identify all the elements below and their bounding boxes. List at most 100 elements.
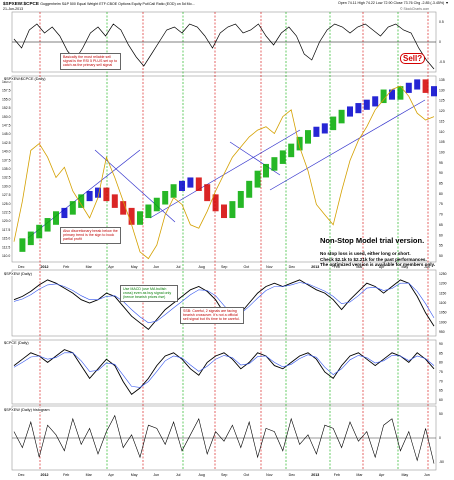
price-bar — [19, 238, 26, 252]
price-bar — [212, 194, 219, 212]
x-tick-label: Nov — [266, 473, 273, 477]
x-tick-label: Nov — [266, 265, 273, 269]
price-bar — [372, 96, 379, 107]
y-tick-label: 122.5 — [2, 211, 11, 215]
x-tick-label: Jun — [153, 265, 159, 269]
price-bar — [246, 180, 253, 198]
x-tick-label: Mar — [356, 265, 363, 269]
y-tick-label-right: 70 — [439, 379, 443, 383]
y-tick-label-right: 60 — [439, 398, 443, 402]
y-tick-label: 147.5 — [2, 124, 11, 128]
panel-title-price: $SPXEW:$CPCE (Daily) — [4, 77, 46, 81]
y-tick-label: 152.5 — [2, 106, 11, 110]
price-bar — [36, 224, 43, 239]
x-tick-label: Oct — [244, 473, 250, 477]
x-tick-label: Feb — [334, 265, 340, 269]
price-bar — [78, 194, 85, 208]
y-tick-label-right: 65 — [439, 389, 443, 393]
price-bar — [288, 143, 295, 158]
y-tick-label: 132.5 — [2, 176, 11, 180]
x-tick-label: Dec — [289, 473, 296, 477]
x-tick-label: Feb — [63, 473, 69, 477]
y-tick-label-right: 50 — [439, 412, 443, 416]
panel-title-cpce: $CPCE (Daily) — [4, 341, 29, 345]
trial-notice: Non-Stop Model trial version. No stop lo… — [320, 236, 450, 268]
x-tick-label: Dec — [289, 265, 296, 269]
panel-frame-price — [11, 75, 437, 263]
y-tick-label: 157.5 — [2, 89, 11, 93]
y-tick-label-right: 85 — [439, 182, 443, 186]
price-bar — [305, 130, 311, 144]
price-bar — [389, 89, 395, 100]
x-tick-label: Jun — [424, 473, 430, 477]
y-tick-label-right: 0.5 — [439, 20, 444, 24]
y-tick-label: 137.5 — [2, 158, 11, 162]
chart-symbol: $SPXEW:$CPCE — [3, 1, 39, 6]
x-tick-label: Mar — [86, 265, 93, 269]
price-bar — [61, 207, 68, 219]
y-tick-label: 120.0 — [2, 219, 11, 223]
price-bar — [330, 116, 337, 131]
price-bar — [111, 194, 118, 208]
annotation-careful: SSB: Careful, 2 signals are facing beari… — [180, 307, 244, 324]
x-tick-label: Apr — [108, 473, 114, 477]
y-tick-label-right: 65 — [439, 223, 443, 227]
series-line-hist — [13, 414, 435, 464]
x-tick-label: Sep — [221, 265, 227, 269]
x-tick-label: Dec — [18, 473, 25, 477]
x-tick-label: 2012 — [41, 473, 49, 477]
sell-label: Sell? — [400, 53, 426, 64]
panel-frame-mid1 — [11, 269, 437, 337]
price-bar — [422, 79, 429, 93]
y-tick-label-right: 115 — [439, 119, 445, 123]
annotation-sell-signal: Basically the most reliable sell signal … — [60, 53, 121, 70]
panel-title-hist: $SPXEW (Daily) histogram — [4, 408, 50, 412]
price-bar — [195, 177, 202, 191]
y-tick-label: 130.0 — [2, 184, 11, 188]
price-bar — [120, 201, 127, 215]
y-tick-label-right: 105 — [439, 140, 445, 144]
price-bar — [95, 187, 101, 198]
annotation-macd: Use MACD (use MA bullish cross) even as … — [120, 285, 178, 302]
x-tick-label: May — [401, 265, 408, 269]
y-tick-label-right: 1150 — [439, 291, 446, 295]
y-tick-label: 140.0 — [2, 150, 11, 154]
x-tick-label: Apr — [379, 473, 385, 477]
panel-frame-mid2 — [11, 339, 437, 405]
price-bar — [204, 184, 211, 202]
y-tick-label-right: 125 — [439, 99, 445, 103]
y-tick-label-right: 55 — [439, 244, 443, 248]
price-bar — [296, 136, 303, 151]
series-line-signal — [13, 352, 435, 388]
panel-title-spxew: $SPXEW (Daily) — [4, 272, 32, 276]
price-bar — [380, 89, 387, 104]
price-bar — [363, 99, 370, 110]
y-tick-label-right: 1050 — [439, 311, 447, 315]
trend-line — [269, 99, 426, 191]
x-tick-label: Mar — [86, 473, 93, 477]
x-tick-label: Dec — [18, 265, 25, 269]
y-tick-label: 125.0 — [2, 202, 11, 206]
watermark: © StockCharts.com — [400, 7, 430, 11]
x-tick-label: Aug — [198, 265, 204, 269]
price-bar — [44, 218, 51, 232]
y-tick-label-right: 135 — [439, 78, 445, 82]
trial-title: Non-Stop Model trial version. — [320, 236, 425, 245]
x-tick-label: Feb — [334, 473, 340, 477]
x-tick-label: Jul — [176, 265, 181, 269]
price-bar — [179, 180, 185, 191]
y-tick-label: 127.5 — [2, 193, 11, 197]
y-tick-label-right: 50 — [439, 254, 443, 258]
y-tick-label-right: 60 — [439, 233, 443, 237]
y-tick-label-right: 80 — [439, 361, 443, 365]
price-bar — [53, 211, 59, 225]
y-tick-label-right: 1200 — [439, 282, 447, 286]
price-bar — [187, 177, 194, 188]
x-tick-label: Jul — [176, 473, 181, 477]
price-bar — [347, 106, 353, 117]
x-tick-label: May — [401, 473, 408, 477]
price-bar — [279, 150, 286, 164]
x-tick-label: Jun — [153, 473, 159, 477]
price-bar — [271, 157, 278, 171]
y-tick-label: 110.0 — [2, 254, 10, 258]
